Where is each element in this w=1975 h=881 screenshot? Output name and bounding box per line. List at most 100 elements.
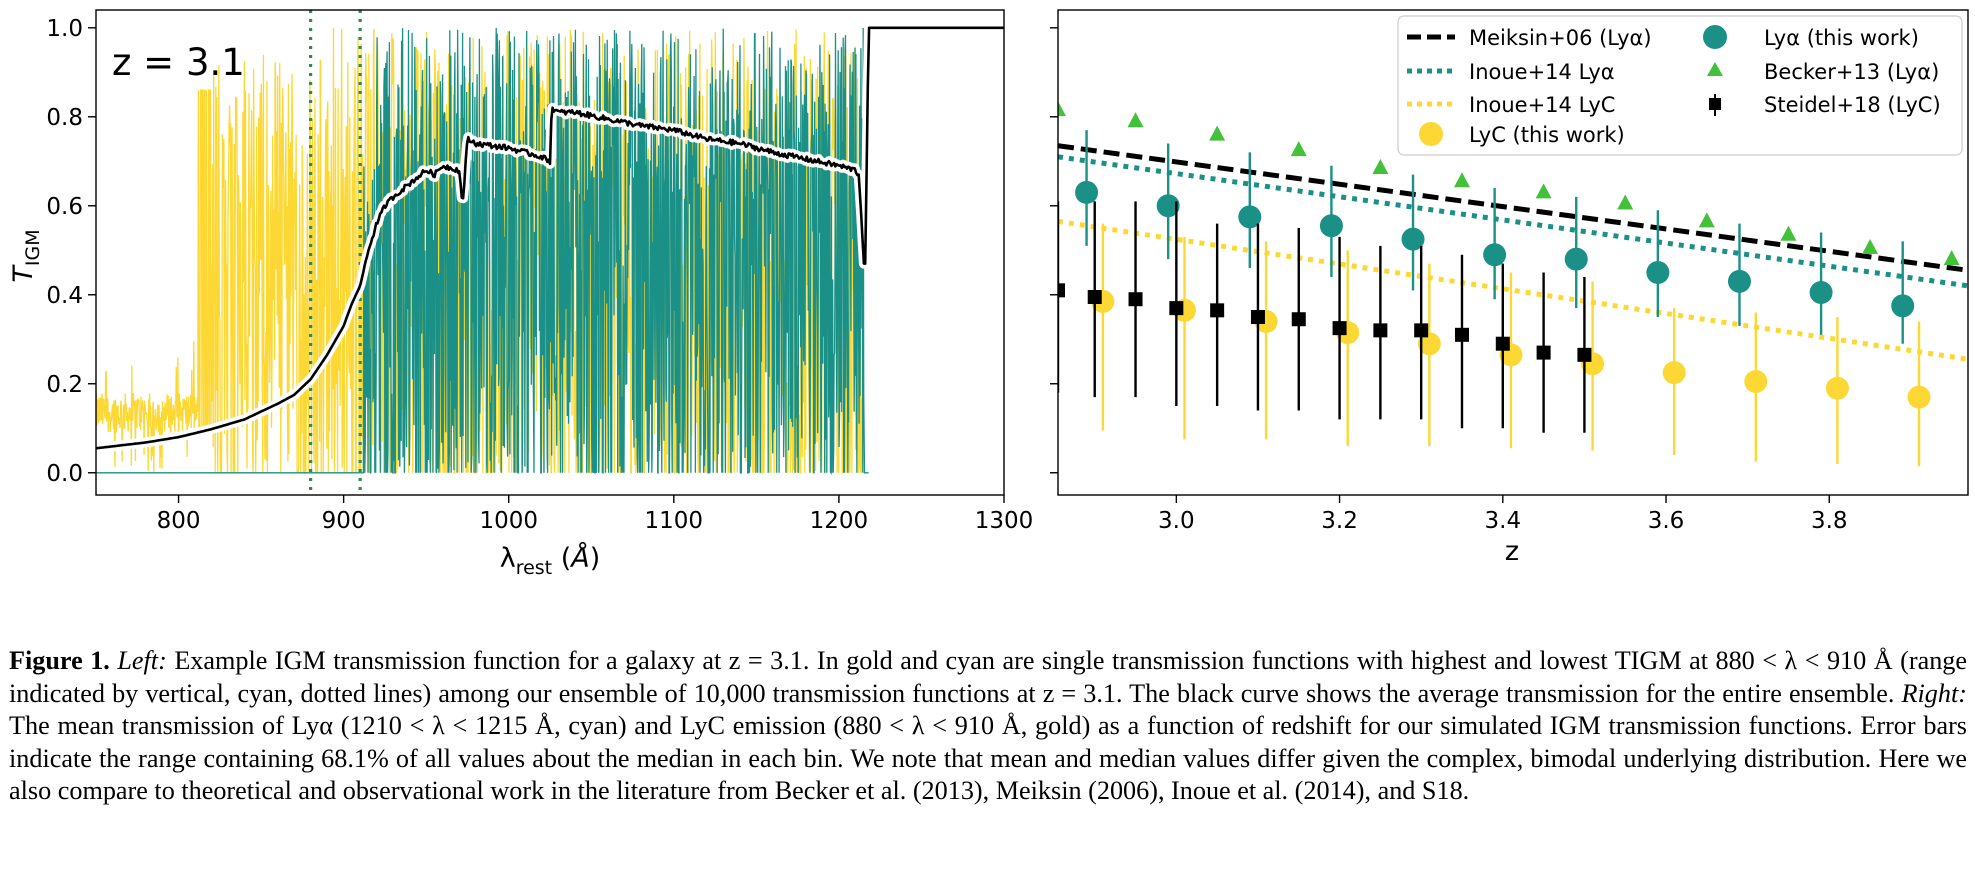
data-point-square [1291,312,1306,327]
legend-marker-steidel [1709,98,1721,110]
right-x-axis-label: z [1505,536,1519,567]
left-x-tick-label: 1000 [479,508,538,534]
data-point-circle [1907,385,1931,409]
figure: 800 900 1000 1100 1200 1300 0.0 0.2 0.4 0.6 0.8 1.… [8,9,1969,579]
left-x-tick-label: 1200 [810,508,869,534]
legend: Meiksin+06 (Lyα) Inoue+14 Lyα Inoue+14 L… [1397,15,1963,156]
legend-label-inoue-lya: Inoue+14 Lyα [1469,60,1615,84]
data-point-square [1169,301,1184,316]
right-x-tick-label: 3.6 [1648,508,1685,534]
model-line [1058,143,1968,273]
left-y-tick-label: 0.6 [46,194,83,220]
data-point-square [1454,327,1469,342]
data-point-triangle [1780,225,1797,241]
left-y-tick-label: 0.0 [46,461,83,487]
data-point-square [1087,289,1102,304]
caption-right-label: Right: [1901,678,1967,708]
data-point-triangle [1862,239,1879,255]
data-point-triangle [1290,141,1307,157]
right-x-tick-label: 3.0 [1158,508,1195,534]
data-point-triangle [1698,212,1715,228]
caption-left-label: Left: [117,646,167,675]
data-point-square [1536,345,1551,360]
left-x-tick-label: 800 [157,508,201,534]
legend-box [1397,15,1963,156]
data-point-square [1373,323,1388,338]
right-x-tick-label: 3.2 [1321,508,1358,534]
legend-label-inoue-lyc: Inoue+14 LyC [1469,93,1615,117]
data-point-circle [1564,247,1588,271]
left-x-tick-label: 900 [322,508,366,534]
caption-left-text: Example IGM transmission function for a … [9,646,1968,708]
data-point-square [1577,347,1592,362]
mean-transmission-series [96,22,1004,454]
data-point-circle [1417,332,1441,356]
left-y-tick-label: 1.0 [46,16,83,42]
left-x-tick-label: 1300 [975,508,1034,534]
legend-label-steidel: Steidel+18 (LyC) [1764,93,1941,117]
left-y-tick-label: 0.4 [46,283,83,309]
left-panel: 800 900 1000 1100 1200 1300 0.0 0.2 0.4 0.6 0.8 1.… [8,9,1034,579]
data-point-triangle [1617,194,1634,210]
data-point-circle [1238,205,1262,229]
data-point-square [1128,292,1143,307]
data-point-square [1210,303,1225,318]
data-point-square [1414,323,1429,338]
left-plot-area [96,10,1004,495]
data-point-circle [1825,376,1849,400]
left-axes-frame [95,9,1005,496]
legend-marker-lyc-this-work [1419,122,1443,146]
redshift-annotation: z = 3.1 [112,41,245,84]
right-x-tick-label: 3.8 [1811,508,1848,534]
data-point-circle [1744,370,1768,394]
figure-caption: Figure 1. Left: Example IGM transmission… [9,645,1967,808]
model-lines [1058,143,1968,362]
data-point-circle [1401,227,1425,251]
data-point-triangle [1943,250,1960,266]
mean-curve-line [96,26,1004,450]
data-point-circle [1891,294,1915,318]
data-point-square [1250,310,1265,325]
cyan-transmission-series [96,27,869,476]
data-point-circle [1156,194,1180,218]
data-point-square [1058,283,1065,298]
right-axes-frame [1057,9,1969,496]
legend-marker-becker [1707,62,1723,76]
caption-figure-label: Figure 1. [9,646,110,675]
data-point-circle [1319,214,1343,238]
data-point-triangle [1058,101,1066,117]
legend-marker-lya-this-work [1703,25,1727,49]
model-line [1058,154,1968,289]
data-points [1058,101,1960,467]
right-panel: 3.0 3.2 3.4 3.6 3.8 z Meiksin+06 (Lyα) Inoue… [1050,9,1969,567]
data-point-triangle [1535,183,1552,199]
legend-label-meiksin: Meiksin+06 (Lyα) [1469,26,1652,50]
left-x-axis-label: λrest (Å) [500,542,601,579]
legend-label-lyc-this-work: LyC (this work) [1469,123,1625,147]
data-point-triangle [1127,112,1144,128]
left-y-tick-label: 0.8 [46,105,83,131]
data-point-square [1495,336,1510,351]
left-y-axis-label: TIGM [8,229,44,282]
data-point-circle [1727,269,1751,293]
right-x-tick-label: 3.4 [1485,508,1522,534]
data-point-circle [1483,243,1507,267]
data-point-square [1332,321,1347,336]
right-y-ticks [1050,27,1058,474]
cyan-series-line [96,27,869,476]
data-point-triangle [1209,125,1226,141]
data-point-circle [1075,180,1099,204]
data-point-triangle [1372,158,1389,174]
legend-label-lya-this-work: Lyα (this work) [1764,26,1919,50]
data-point-circle [1809,281,1833,305]
left-x-ticks: 800 900 1000 1100 1200 1300 [157,495,1034,534]
left-y-ticks: 0.0 0.2 0.4 0.6 0.8 1.0 [46,16,96,487]
data-point-circle [1646,261,1670,285]
left-y-tick-label: 0.2 [46,372,83,398]
caption-right-text: The mean transmission of Lyα (1210 < λ <… [9,711,1967,805]
data-point-circle [1662,361,1686,385]
left-x-tick-label: 1100 [645,508,704,534]
right-plot-area [1058,101,1968,467]
legend-label-becker: Becker+13 (Lyα) [1764,60,1939,84]
data-point-triangle [1453,172,1470,188]
